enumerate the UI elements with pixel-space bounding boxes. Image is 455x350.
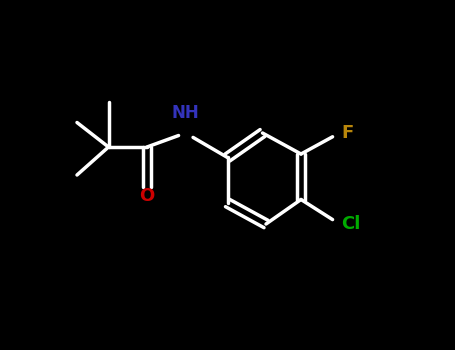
Text: F: F — [341, 124, 354, 142]
Text: O: O — [139, 187, 155, 205]
Text: NH: NH — [172, 105, 199, 122]
Text: Cl: Cl — [341, 215, 361, 233]
